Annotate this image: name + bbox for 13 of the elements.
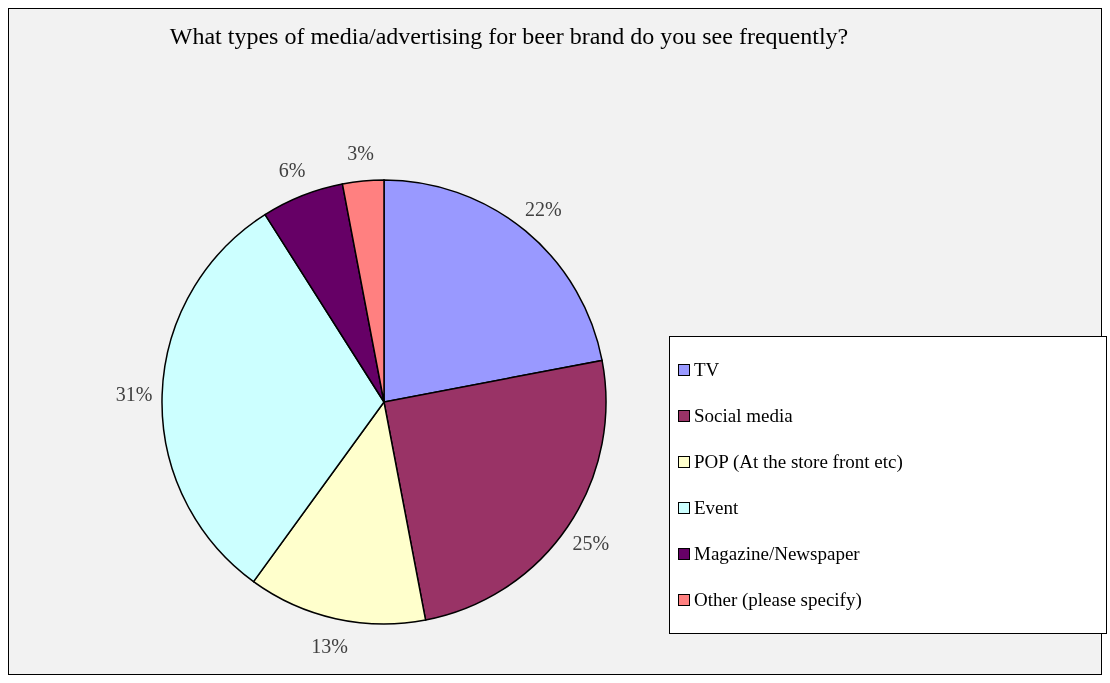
legend-label: Magazine/Newspaper [694, 543, 860, 565]
data-label: 31% [115, 383, 153, 406]
data-label: 25% [572, 531, 610, 554]
data-label: 3% [347, 142, 374, 165]
chart-title: What types of media/advertising for beer brand do you see frequently? [168, 22, 850, 51]
data-label: 13% [311, 634, 348, 657]
legend-label: Event [694, 497, 739, 519]
legend-label: POP (At the store front etc) [694, 451, 903, 473]
data-label: 6% [278, 158, 306, 181]
legend-label: Other (please specify) [694, 589, 862, 611]
legend-label: Social media [694, 405, 793, 427]
legend-label: TV [694, 359, 720, 381]
data-label: 22% [525, 198, 562, 221]
